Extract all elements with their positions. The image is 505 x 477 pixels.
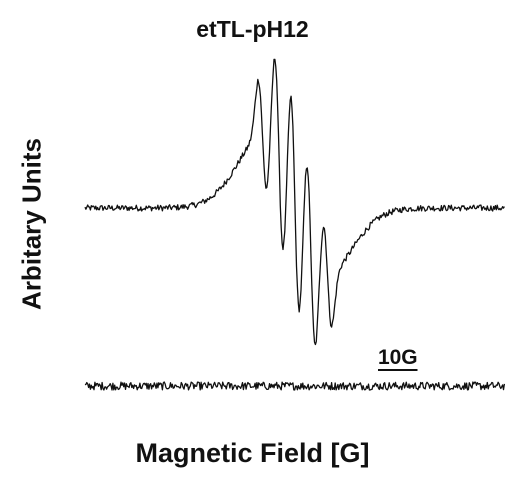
scale-bar-label: 10G [378,346,418,369]
chart-title: etTL-pH12 [196,16,309,42]
series-upper-trace [84,58,505,346]
series-lower-trace [84,381,505,391]
scale-bar: 10G [378,346,418,371]
x-axis-label: Magnetic Field [G] [135,438,370,468]
